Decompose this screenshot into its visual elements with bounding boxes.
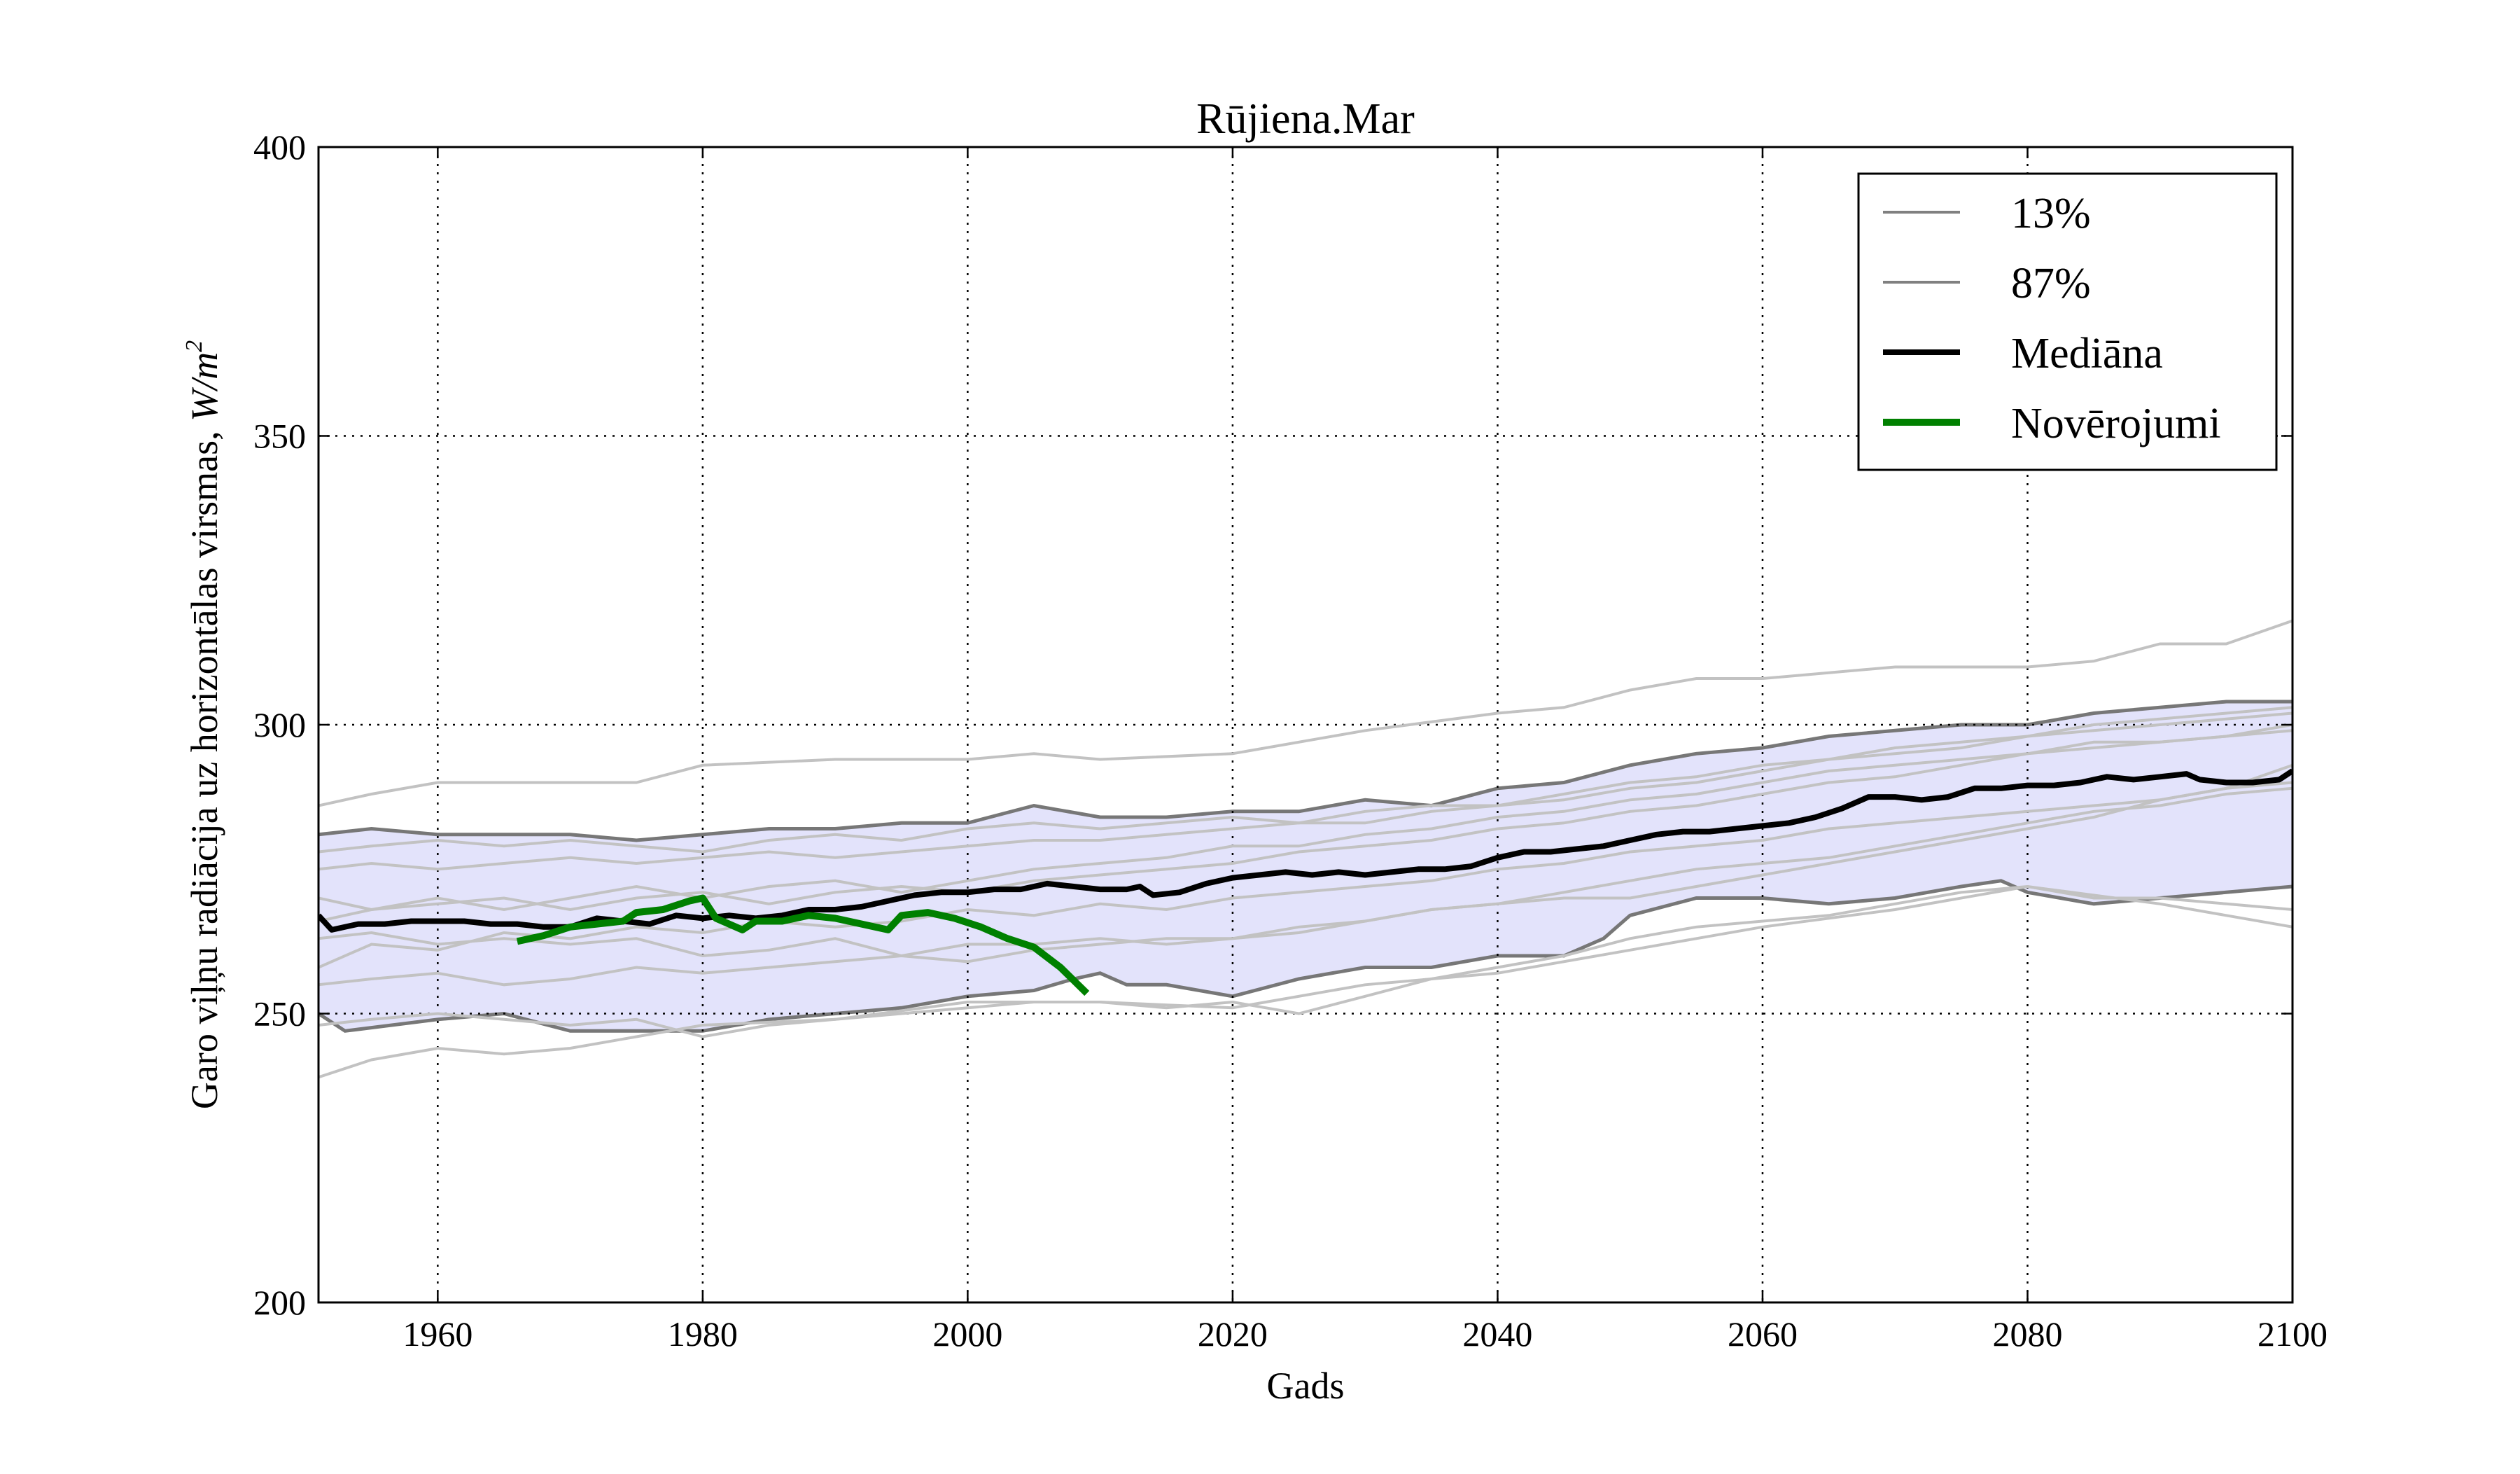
ensemble-member-line (318, 729, 2292, 923)
y-tick-label: 250 (253, 994, 306, 1034)
y-axis-title: Garo viļņu radiācija uz horizontālas vir… (181, 340, 225, 1109)
ensemble-member-line (318, 706, 2292, 854)
series-line-87-percent (318, 700, 2292, 842)
series-line-medi-na (318, 768, 2292, 933)
x-tick-label: 2080 (1992, 1314, 2062, 1354)
y-axis-title-unit-sup: 2 (181, 340, 207, 352)
y-axis-title-unit: W/m (183, 352, 225, 422)
x-tick-label: 1980 (668, 1314, 738, 1354)
ensemble-member-line (318, 723, 2292, 912)
legend-label: 87% (2011, 260, 2091, 307)
x-tick-label: 2040 (1462, 1314, 1532, 1354)
x-axis-title: Gads (1267, 1365, 1345, 1407)
x-tick-label: 2060 (1728, 1314, 1798, 1354)
series-line-nov-rojumi (516, 894, 1090, 996)
x-tick-label: 1960 (402, 1314, 472, 1354)
y-tick-label: 350 (253, 417, 306, 456)
ensemble-member-line (318, 884, 2292, 1038)
chart-title: Rūjiena.Mar (1196, 95, 1415, 143)
y-tick-label: 300 (253, 705, 306, 744)
legend-label: 13% (2011, 190, 2091, 237)
x-tick-label: 2020 (1198, 1314, 1268, 1354)
legend-label: Novērojumi (2011, 400, 2221, 447)
ensemble-member-line (318, 619, 2292, 807)
y-tick-label: 200 (253, 1283, 306, 1322)
ensemble-member-line (318, 781, 2292, 969)
x-tick-label: 2100 (2258, 1314, 2328, 1354)
percentile-band (318, 702, 2292, 1031)
ensemble-member-line (318, 763, 2292, 958)
y-axis-title-text: Garo viļņu radiācija uz horizontālas vir… (183, 422, 225, 1109)
ensemble-member-line (318, 786, 2292, 987)
y-tick-label: 400 (253, 127, 306, 167)
legend: 13% 87% Mediāna Novērojumi (1857, 172, 2278, 471)
x-tick-label: 2000 (932, 1314, 1002, 1354)
legend-label: Mediāna (2011, 330, 2163, 377)
